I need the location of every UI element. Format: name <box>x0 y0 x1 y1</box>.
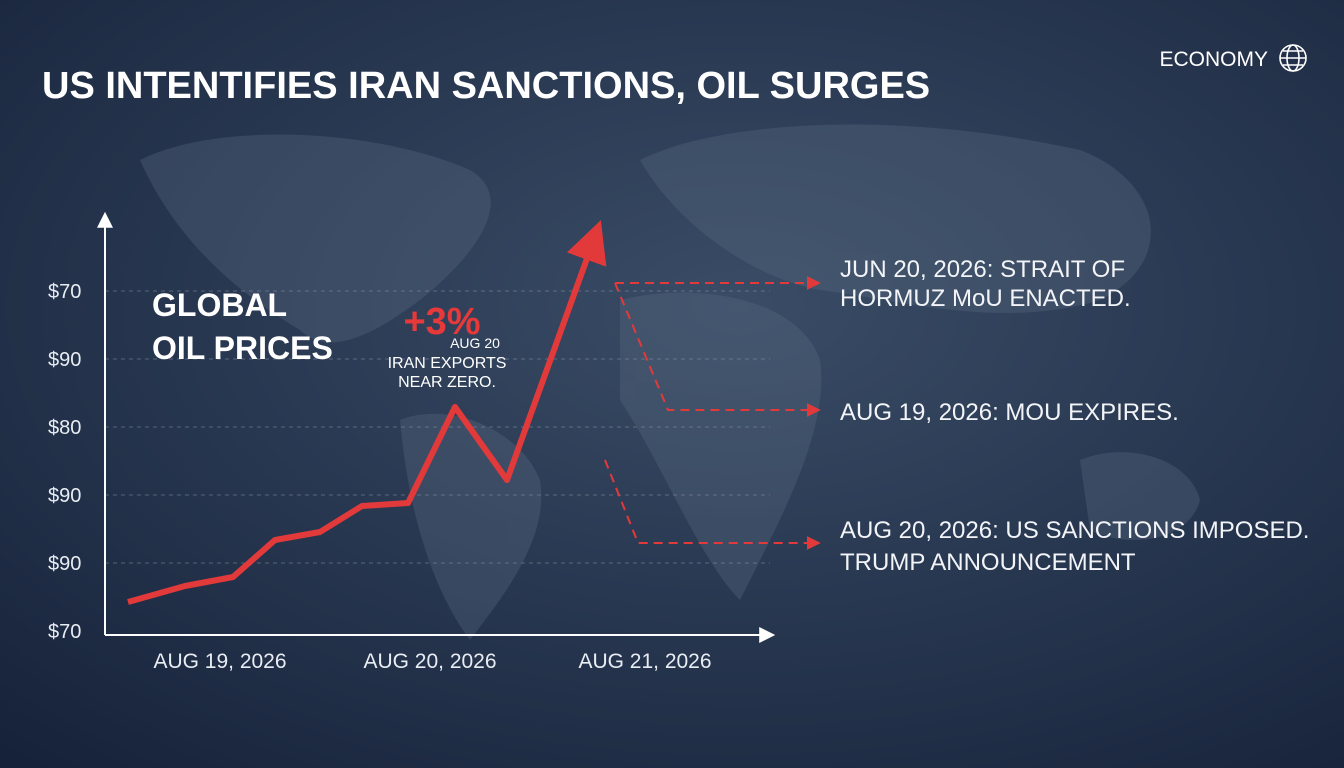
chart-label: OIL PRICES <box>152 330 333 366</box>
section-label: ECONOMY <box>1159 48 1268 71</box>
event-text: JUN 20, 2026: STRAIT OF <box>840 256 1125 283</box>
y-axis-label: $90 <box>48 485 81 507</box>
price-line <box>127 220 607 605</box>
event-text: AUG 20, 2026: US SANCTIONS IMPOSED. <box>840 517 1309 544</box>
x-axis-label: AUG 20, 2026 <box>363 650 496 673</box>
grid <box>105 290 770 564</box>
y-axis-label: $90 <box>48 349 81 371</box>
world-map <box>140 124 1200 640</box>
callout-date: AUG 20 <box>450 335 500 351</box>
globe-icon <box>1279 44 1307 72</box>
title: US INTENTIFIES IRAN SANCTIONS, OIL SURGE… <box>42 65 930 107</box>
change-callout: +3% <box>403 301 480 343</box>
event-connectors <box>604 276 821 550</box>
event-text: TRUMP ANNOUNCEMENT <box>840 549 1136 576</box>
x-axis-label: AUG 21, 2026 <box>578 650 711 673</box>
y-axis-label: $70 <box>48 281 81 303</box>
event-text: AUG 19, 2026: MOU EXPIRES. <box>840 399 1179 426</box>
callout-text: NEAR ZERO. <box>398 374 496 391</box>
callout-text: IRAN EXPORTS <box>388 355 507 372</box>
y-axis-label: $90 <box>48 553 81 575</box>
chart-label: GLOBAL <box>152 287 287 323</box>
event-text: HORMUZ MoU ENACTED. <box>840 285 1131 312</box>
x-axis-label: AUG 19, 2026 <box>153 650 286 673</box>
y-axis-label: $70 <box>48 621 81 643</box>
y-axis-label: $80 <box>48 417 81 439</box>
